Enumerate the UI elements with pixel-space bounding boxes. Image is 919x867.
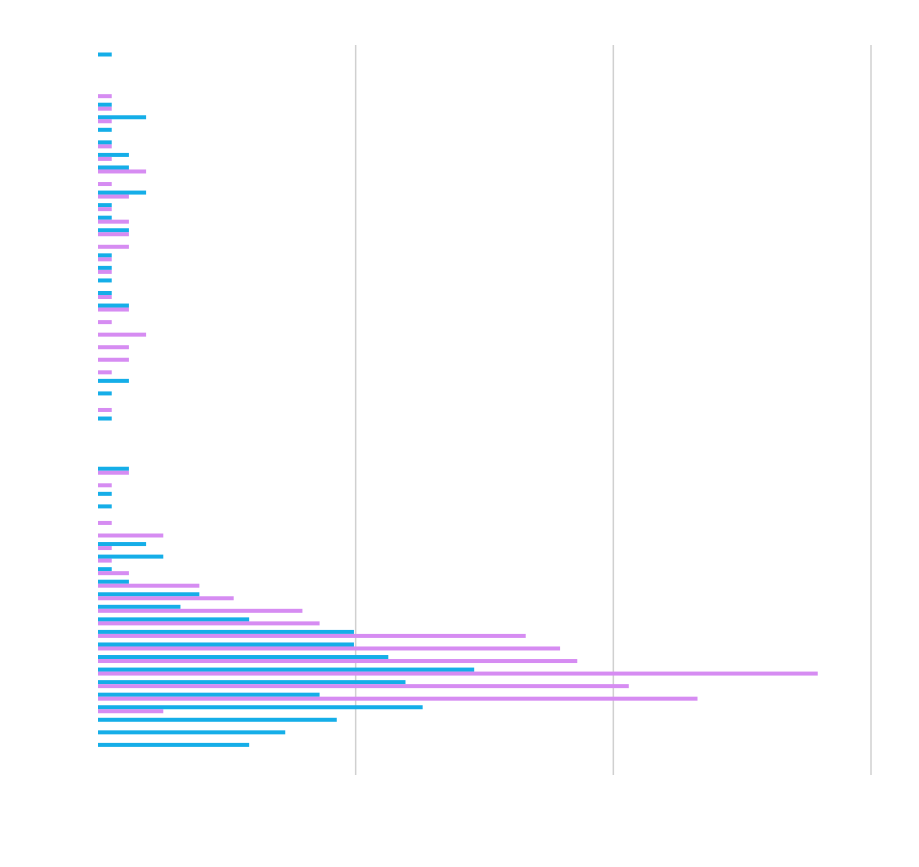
bar-series-2-category-5 [98, 106, 112, 111]
bar-series-2-category-24 [98, 345, 129, 350]
bar-series-1-category-44 [98, 592, 200, 597]
bar-series-2-category-51 [98, 684, 629, 689]
bar-series-1-category-54 [98, 717, 337, 722]
bar-series-2-category-18 [98, 269, 112, 274]
bar-series-2-category-50 [98, 671, 818, 676]
bar-series-2-category-38 [98, 520, 112, 525]
bar-series-1-category-9 [98, 152, 129, 157]
bar-series-1-category-15 [98, 228, 129, 233]
bar-series-2-category-44 [98, 596, 234, 601]
bar-series-2-category-10 [98, 169, 147, 174]
bar-series-1-category-21 [98, 303, 129, 308]
bar-series-1-category-20 [98, 291, 112, 295]
bar-series-1-category-51 [98, 680, 406, 685]
bar-series-1-category-48 [98, 642, 354, 647]
bar-series-2-category-35 [98, 483, 112, 488]
bar-series-2-category-6 [98, 119, 112, 124]
bar-series-1-category-45 [98, 604, 181, 609]
bar-series-1-category-13 [98, 203, 112, 208]
bar-series-1-category-1 [98, 52, 112, 57]
bar-series-1-category-12 [98, 190, 147, 195]
bar-series-1-category-34 [98, 466, 129, 471]
bar-series-2-category-17 [98, 257, 112, 262]
bar-series-2-category-29 [98, 407, 112, 412]
bar-series-2-category-26 [98, 370, 112, 375]
bar-series-2-category-12 [98, 194, 129, 199]
bar-series-1-category-41 [98, 554, 164, 559]
bar-series-1-category-36 [98, 491, 112, 496]
bar-series-2-category-21 [98, 307, 129, 312]
bar-series-1-category-27 [98, 378, 129, 383]
bar-series-1-category-5 [98, 102, 112, 107]
bar-series-2-category-11 [98, 182, 112, 187]
bar-series-2-category-45 [98, 608, 303, 613]
bar-series-2-category-15 [98, 232, 129, 237]
bar-series-1-category-43 [98, 579, 129, 584]
bar-series-1-category-46 [98, 617, 250, 622]
bar-series-2-category-43 [98, 583, 200, 588]
bar-series-2-category-14 [98, 219, 129, 224]
bar-series-1-category-53 [98, 705, 423, 710]
bar-series-2-category-4 [98, 94, 112, 99]
bar-series-1-category-8 [98, 140, 112, 145]
bar-series-2-category-13 [98, 207, 112, 212]
bar-series-2-category-25 [98, 357, 129, 362]
bar-series-2-category-22 [98, 320, 112, 325]
bar-series-1-category-47 [98, 629, 354, 634]
bar-series-1-category-42 [98, 567, 112, 572]
bar-series-2-category-23 [98, 332, 147, 337]
bar-series-2-category-34 [98, 470, 129, 475]
bar-series-1-category-30 [98, 416, 112, 421]
bar-series-2-category-47 [98, 633, 526, 638]
bar-series-2-category-52 [98, 696, 698, 701]
bar-series-1-category-49 [98, 655, 389, 660]
bar-series-2-category-20 [98, 295, 112, 299]
bar-series-1-category-10 [98, 165, 129, 170]
bar-series-2-category-46 [98, 621, 320, 626]
bar-series-1-category-19 [98, 278, 112, 283]
bar-series-1-category-28 [98, 391, 112, 396]
bar-series-1-category-52 [98, 692, 320, 697]
bar-series-2-category-41 [98, 558, 112, 563]
bar-series-1-category-40 [98, 542, 147, 547]
bar-series-2-category-39 [98, 533, 164, 538]
bar-series-2-category-49 [98, 659, 578, 664]
bar-series-1-category-6 [98, 115, 147, 120]
bar-series-1-category-17 [98, 253, 112, 258]
bar-series-1-category-37 [98, 504, 112, 509]
bar-series-1-category-7 [98, 127, 112, 132]
bar-series-2-category-53 [98, 709, 164, 714]
bar-series-2-category-48 [98, 646, 561, 651]
bar-series-1-category-14 [98, 215, 112, 220]
bars [98, 52, 818, 747]
bar-series-2-category-8 [98, 144, 112, 149]
bar-series-2-category-42 [98, 571, 129, 576]
bar-series-2-category-9 [98, 156, 112, 161]
bar-series-2-category-16 [98, 244, 129, 249]
bar-series-1-category-55 [98, 730, 286, 735]
bar-series-1-category-18 [98, 265, 112, 270]
bar-series-1-category-56 [98, 742, 250, 747]
bar-series-1-category-50 [98, 667, 475, 672]
bar-series-2-category-40 [98, 546, 112, 551]
gridlines [354, 45, 872, 775]
